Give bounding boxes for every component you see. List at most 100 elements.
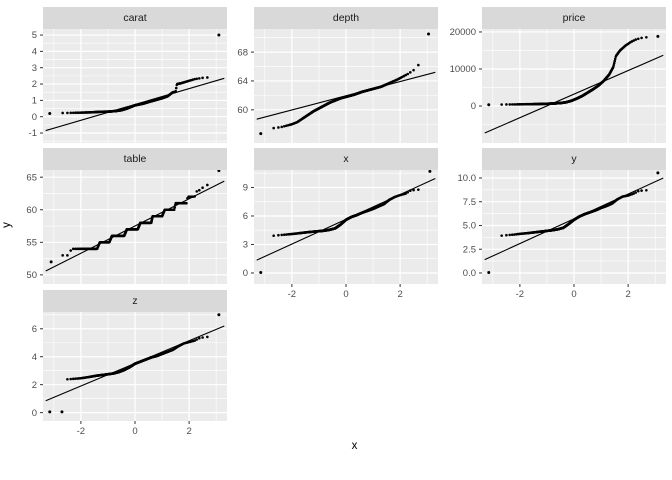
qq-point (61, 254, 64, 257)
y-tick-label: 6 (32, 324, 37, 335)
qq-point (406, 190, 410, 194)
facet-strip-y: y (482, 148, 666, 170)
qq-point (197, 77, 201, 80)
y-tick-label: 0 (32, 112, 37, 123)
facet-table: 50 55 60 65 (26, 169, 227, 284)
y-tick-label: 9 (243, 183, 248, 194)
qq-point (632, 39, 635, 42)
y-tick-label: 68 (237, 47, 248, 58)
qq-reference-line (484, 54, 664, 134)
qq-point (71, 111, 75, 115)
y-tick-label: 7.5 (463, 197, 476, 208)
facet-z: 0 2 4 6 -2 0 2 (32, 312, 227, 437)
qq-point (193, 77, 196, 81)
y-tick-label: 65 (26, 172, 37, 183)
x-axis-title: x (351, 440, 358, 452)
y-tick-label: 0 (32, 408, 37, 419)
qq-point (201, 76, 204, 80)
x-tick-label: -2 (516, 289, 524, 300)
y-tick-label: 0.0 (463, 268, 476, 279)
facet-y: 0.0 2.5 5.0 7.5 10.0 -2 0 2 (458, 170, 666, 300)
qq-point (612, 61, 616, 65)
qq-point (636, 37, 640, 41)
qq-points (487, 171, 660, 274)
x-tick-label: 0 (571, 289, 576, 300)
qq-outlier-point (427, 32, 431, 36)
qq-point (74, 247, 77, 251)
qq-point (412, 188, 415, 192)
qq-point (69, 249, 73, 252)
qq-points (48, 313, 221, 414)
facet-label: y (571, 153, 577, 165)
y-tick-label: 2 (32, 380, 37, 391)
y-tick-label: 10.0 (458, 173, 477, 184)
x-tick-label: 0 (343, 289, 348, 300)
qq-outlier-point (487, 271, 491, 274)
x-tick-label: -2 (77, 426, 85, 437)
qq-point (613, 57, 617, 61)
qq-outlier-point (48, 111, 52, 115)
qq-point (197, 188, 201, 192)
facet-strip-carat: carat (43, 7, 227, 29)
y-tick-label: 3 (243, 240, 248, 251)
qq-point (69, 377, 73, 381)
facet-strip-depth: depth (254, 7, 438, 29)
qq-points (49, 169, 221, 264)
facet-strip-z: z (43, 290, 227, 312)
qq-point (206, 76, 209, 79)
qq-point (408, 71, 412, 74)
qq-outlier-point (656, 171, 660, 175)
qq-point (66, 254, 69, 257)
qq-point (71, 247, 75, 251)
facet-label: carat (123, 12, 147, 24)
qq-point (404, 73, 407, 77)
qq-point (193, 195, 196, 198)
qq-point (195, 338, 199, 341)
y-tick-label: 10000 (450, 64, 476, 75)
qq-point (417, 188, 420, 191)
qq-points (48, 33, 221, 115)
facet-strip-price: price (482, 7, 666, 29)
qq-point (172, 208, 176, 212)
y-tick-label: 64 (237, 76, 248, 87)
qq-point (174, 86, 178, 90)
qq-outlier-point (49, 260, 53, 264)
qq-point (193, 339, 196, 342)
x-tick-label: 2 (625, 289, 630, 300)
qq-outlier-point (259, 132, 263, 136)
qq-point (412, 68, 415, 72)
y-tick-label: 2.5 (463, 244, 476, 255)
qq-point (634, 191, 638, 194)
y-tick-label: 0 (243, 268, 248, 279)
qq-point (505, 103, 508, 106)
qq-point (206, 335, 209, 339)
qq-points (259, 32, 431, 136)
qq-point (201, 336, 204, 339)
qq-point (280, 233, 284, 237)
qq-outlier-point (60, 410, 64, 414)
qq-point (636, 189, 640, 193)
facet-label: depth (332, 12, 360, 24)
x-tick-label: 0 (132, 426, 137, 437)
qq-point (61, 111, 64, 115)
qq-point (206, 183, 209, 187)
facet-label: table (123, 153, 147, 165)
y-tick-label: 50 (26, 270, 37, 281)
qq-point (197, 336, 201, 340)
y-tick-label: 1 (32, 96, 37, 107)
qq-point (282, 233, 286, 236)
facet-x: 0 3 6 9 -2 0 2 (243, 169, 438, 300)
x-tick-label: -2 (288, 289, 296, 300)
qq-point (632, 192, 635, 195)
qq-outlier-point (487, 103, 491, 107)
qq-point (69, 111, 73, 115)
facet-strip-table: table (43, 148, 227, 170)
facet-label: x (343, 153, 349, 165)
y-tick-label: 4 (32, 47, 37, 58)
qq-point (404, 192, 407, 195)
y-tick-label: 6 (243, 211, 248, 222)
facet-carat: -1 0 1 2 3 4 5 (29, 29, 227, 143)
qq-point (282, 124, 286, 128)
